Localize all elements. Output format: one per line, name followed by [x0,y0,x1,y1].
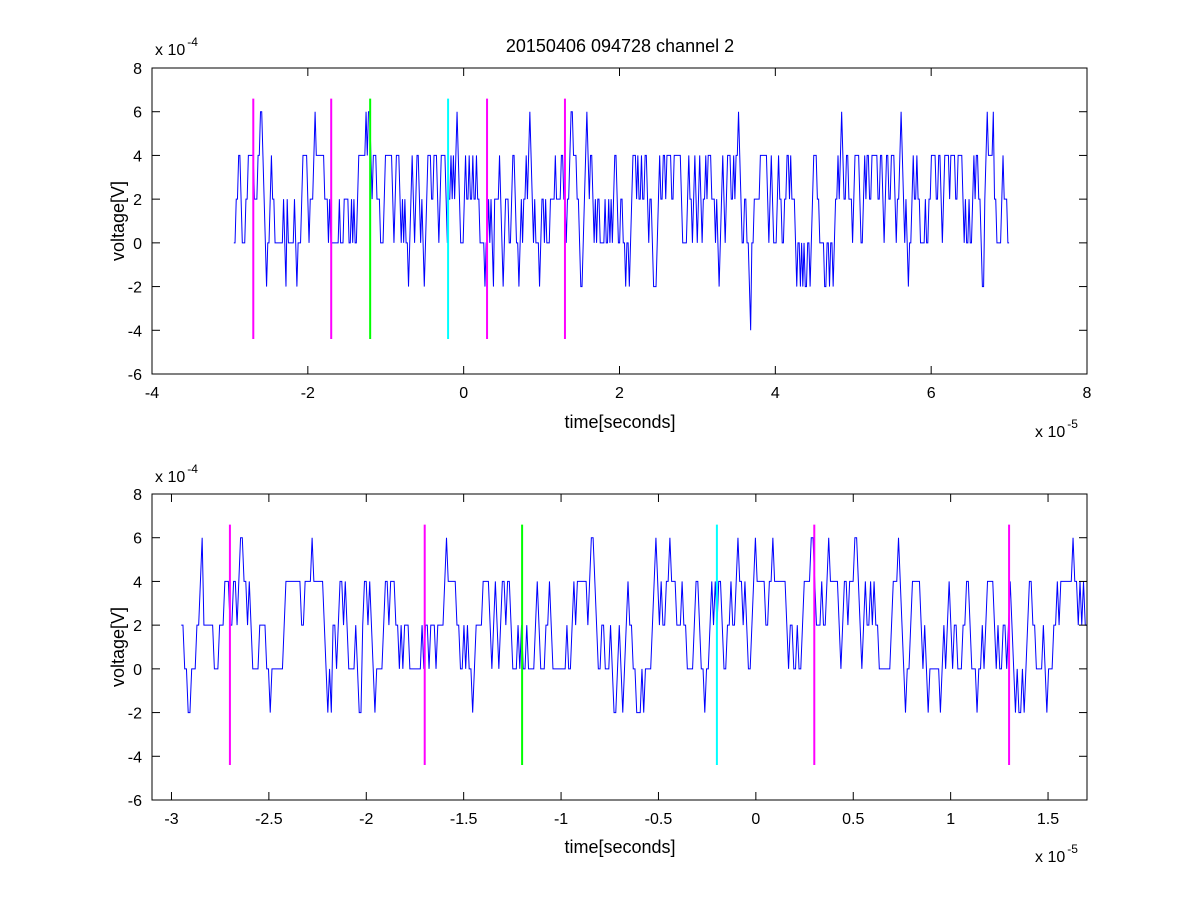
top-y-exponent: x 10 -4 [155,35,198,59]
top-y-tick-label: 6 [133,105,142,122]
top-y-exponent-base: x 10 [155,42,185,59]
bottom-x-exponent-base: x 10 [1035,849,1065,866]
top-x-tick-label: 6 [927,385,936,402]
top-x-tick-label: 0 [459,385,468,402]
top-x-tick-label: 8 [1083,385,1092,402]
top-signal-line [233,111,1010,331]
bottom-x-tick-label: -3 [164,811,178,828]
bottom-x-tick-label: 1.5 [1037,811,1059,828]
bottom-x-tick-label: -1.5 [450,811,478,828]
bottom-x-tick-label: 0 [751,811,760,828]
top-x-tick-label: -2 [301,385,315,402]
top-y-tick-label: 8 [133,61,142,78]
top-y-tick-label: -2 [128,280,142,297]
bottom-y-axis-label: voltage[V] [108,607,128,687]
top-x-axis-label: time[seconds] [564,412,675,432]
bottom-x-tick-label: -2.5 [255,811,283,828]
bottom-y-tick-label: 0 [133,662,142,679]
top-voltage-trace [233,111,1010,331]
bottom-ticks: -3 -2.5 -2 -1.5 -1 -0.5 0 0.5 1 1.5 -6 -4 -2 0 2 4 6 8 [128,487,1087,828]
top-x-tick-label: -4 [145,385,159,402]
bottom-subplot: -3 -2.5 -2 -1.5 -1 -0.5 0 0.5 1 1.5 -6 -4 -2 0 2 4 6 8 ti… [108,462,1088,866]
bottom-x-axis-label: time[seconds] [564,837,675,857]
bottom-y-tick-label: 4 [133,574,142,591]
top-x-exponent-base: x 10 [1035,424,1065,441]
bottom-y-tick-label: -6 [128,793,142,810]
top-x-tick-label: 2 [615,385,624,402]
bottom-x-exponent-power: -5 [1067,842,1078,856]
bottom-y-tick-label: -2 [128,706,142,723]
bottom-y-exponent-base: x 10 [155,469,185,486]
bottom-x-exponent: x 10 -5 [1035,842,1078,866]
top-y-exponent-power: -4 [187,35,198,49]
top-x-exponent-power: -5 [1067,417,1078,431]
top-y-tick-label: -4 [128,323,142,340]
bottom-x-tick-label: 0.5 [842,811,864,828]
bottom-x-tick-label: -2 [359,811,373,828]
bottom-x-tick-label: -1 [554,811,568,828]
top-y-tick-label: 2 [133,192,142,209]
top-x-tick-label: 4 [771,385,780,402]
bottom-event-markers [228,524,1011,766]
bottom-voltage-trace [181,537,1087,714]
bottom-y-tick-label: 8 [133,487,142,504]
top-y-tick-label: -6 [128,367,142,384]
bottom-y-tick-label: -4 [128,749,142,766]
bottom-y-exponent-power: -4 [187,462,198,476]
top-x-exponent: x 10 -5 [1035,417,1078,441]
top-y-tick-label: 4 [133,148,142,165]
figure-title: 20150406 094728 channel 2 [506,36,734,56]
bottom-x-tick-label: 1 [946,811,955,828]
top-event-markers [252,98,566,340]
bottom-y-exponent: x 10 -4 [155,462,198,486]
bottom-x-tick-label: -0.5 [645,811,673,828]
bottom-y-tick-label: 6 [133,531,142,548]
bottom-axes-frame [151,493,1088,801]
top-y-tick-label: 0 [133,236,142,253]
bottom-y-tick-label: 2 [133,618,142,635]
bottom-signal-line [181,537,1087,714]
top-y-axis-label: voltage[V] [108,181,128,261]
